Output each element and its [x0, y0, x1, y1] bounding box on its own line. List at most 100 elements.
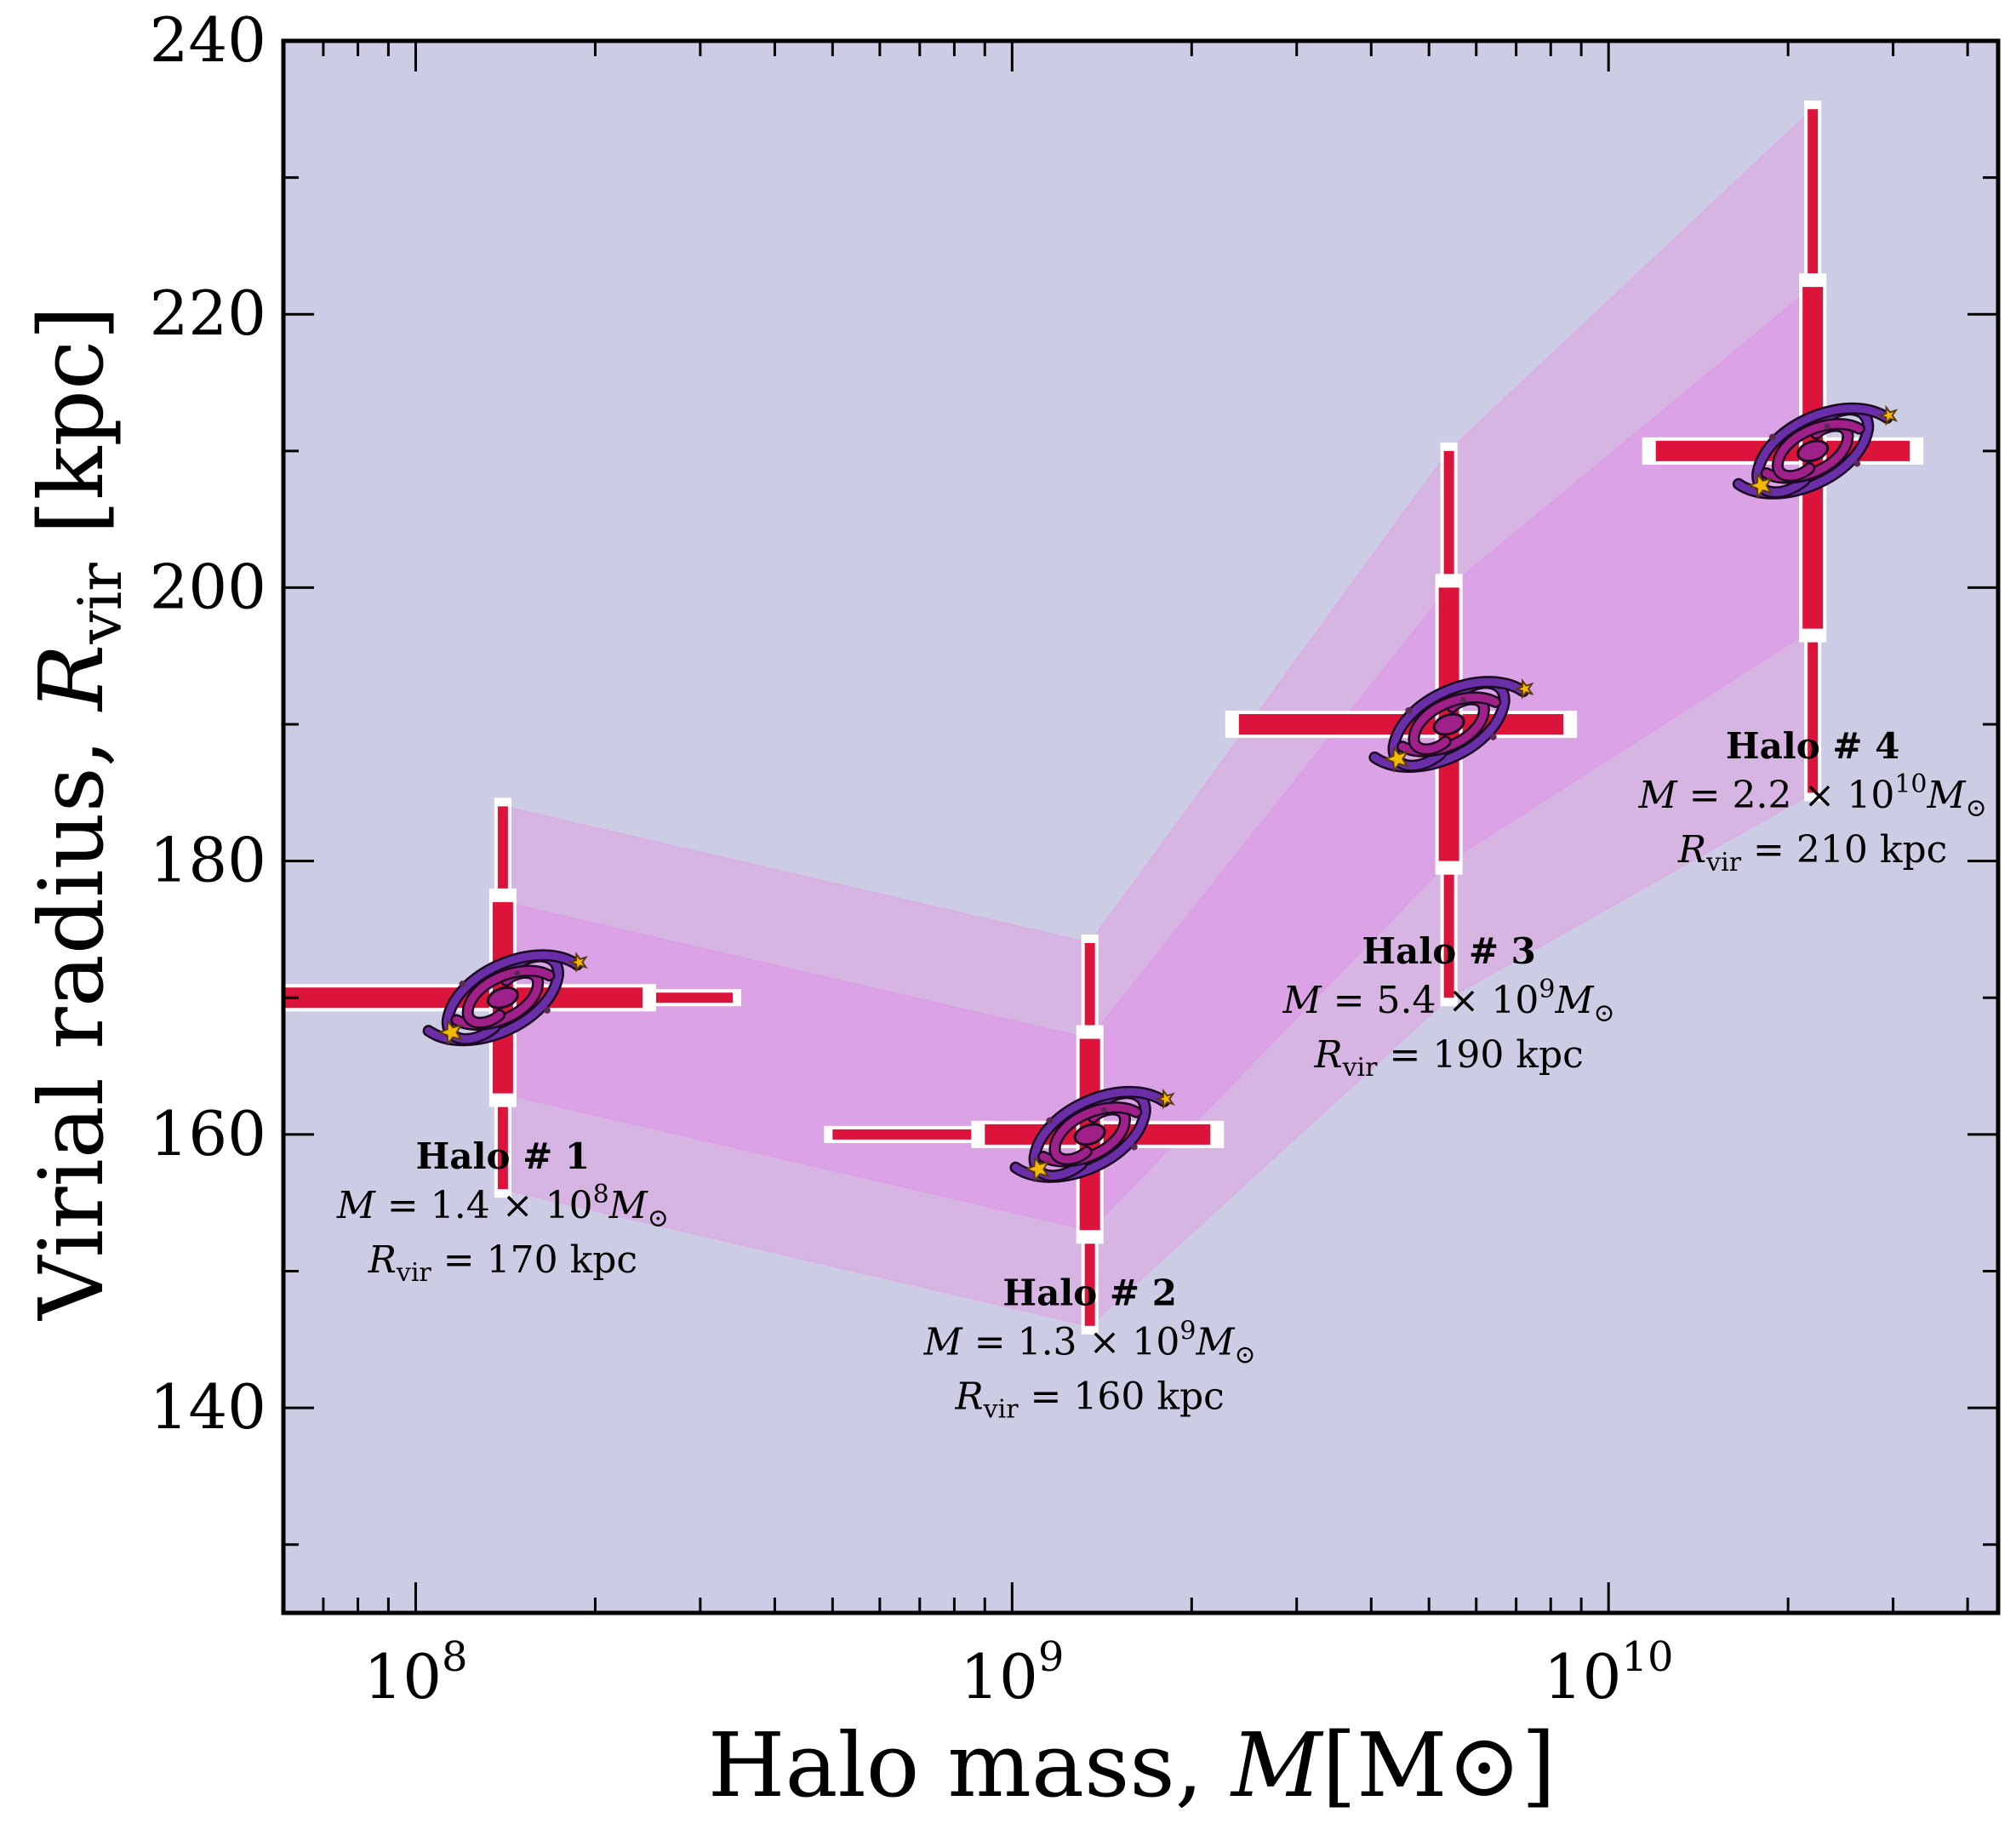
halo-annotation-3: Halo # 3M = 5.4 × 109M⊙Rvir = 190 kpc [1282, 930, 1615, 1083]
galaxy-arm [1050, 1103, 1140, 1163]
star-icon [1024, 1155, 1050, 1183]
rvir-value: = 170 kpc [431, 1238, 637, 1282]
halo-title: Halo # 1 [416, 1135, 591, 1177]
rvir-symbol: R [1313, 1033, 1342, 1077]
mass-symbol: M [1282, 979, 1322, 1022]
galaxy-dot [543, 1006, 551, 1014]
galaxy-core [486, 986, 519, 1009]
y-tick-label: 180 [150, 825, 266, 896]
halo-rvir-text: Rvir = 190 kpc [1313, 1033, 1583, 1083]
halo-point-3 [1225, 442, 1578, 1007]
rvir-value: = 210 kpc [1741, 828, 1947, 872]
galaxy-arm [1409, 693, 1499, 753]
x-tick-labels: 108 109 1010 [363, 1633, 1673, 1712]
galaxy-dot [1405, 706, 1413, 714]
halo-point-2 [824, 935, 1225, 1335]
halo-title: Halo # 3 [1362, 930, 1536, 972]
rvir-symbol: R [368, 1238, 397, 1282]
galaxy-dot [1460, 696, 1467, 703]
y-tick-label: 200 [150, 551, 266, 622]
halo-mass-text: M = 1.4 × 108M⊙ [336, 1180, 669, 1233]
galaxy-icon [422, 949, 588, 1047]
data-points [270, 100, 1924, 1335]
mass-exponent: 10 [1894, 769, 1927, 799]
star-icon [1155, 1088, 1175, 1110]
mass-symbol: M [1638, 774, 1678, 817]
galaxy-arm [1390, 678, 1528, 769]
star-icon [1877, 404, 1899, 426]
galaxy-dot [1046, 1117, 1054, 1124]
galaxy-arm [1031, 1088, 1168, 1180]
galaxy-dot [1101, 1106, 1108, 1113]
galaxy-dot [1130, 1143, 1138, 1151]
y-tick-label: 160 [150, 1098, 266, 1169]
mass-value: = 1.4 × 10 [375, 1184, 593, 1227]
halo-title: Halo # 4 [1726, 725, 1900, 767]
rvir-subscript: vir [396, 1258, 432, 1288]
mass-exponent: 8 [593, 1180, 609, 1209]
x-tick-exponent: 9 [1038, 1633, 1065, 1681]
halo-rvir-text: Rvir = 210 kpc [1677, 828, 1947, 878]
mass-symbol: M [923, 1321, 963, 1364]
halo-title: Halo # 2 [1002, 1272, 1177, 1314]
rvir-value: = 190 kpc [1378, 1033, 1584, 1077]
halo-annotation-1: Halo # 1M = 1.4 × 108M⊙Rvir = 170 kpc [336, 1135, 669, 1288]
y-tick-labels: 140 160 180 200 220 240 [150, 4, 266, 1443]
x-tick-base: 10 [363, 1641, 442, 1712]
galaxy-icon [1368, 676, 1534, 773]
galaxy-dot [459, 981, 466, 988]
rvir-subscript: vir [1342, 1053, 1379, 1083]
x-tick-label: 108 [363, 1633, 467, 1712]
mass-unit: M [1195, 1321, 1235, 1364]
star-icon [437, 1018, 464, 1046]
sun-symbol: ⊙ [1966, 793, 1987, 823]
x-tick-label: 109 [960, 1633, 1064, 1712]
halo-annotation-2: Halo # 2M = 1.3 × 109M⊙Rvir = 160 kpc [923, 1272, 1256, 1425]
rvir-symbol: R [955, 1375, 984, 1419]
y-tick-label: 220 [150, 277, 266, 349]
halo-rvir-text: Rvir = 170 kpc [368, 1238, 637, 1288]
halo-mass-text: M = 5.4 × 109M⊙ [1282, 975, 1615, 1028]
halo-rvir-text: Rvir = 160 kpc [955, 1375, 1225, 1425]
rvir-value: = 160 kpc [1019, 1375, 1225, 1419]
star-icon [1514, 678, 1534, 700]
galaxy-arm [464, 967, 553, 1027]
mass-exponent: 9 [1539, 975, 1555, 1004]
galaxy-dot [1768, 433, 1776, 441]
star-icon [568, 952, 588, 973]
plot-frame [281, 38, 2001, 1615]
mass-value: = 5.4 × 10 [1322, 979, 1539, 1022]
x-tick-exponent: 10 [1621, 1633, 1673, 1681]
galaxy-dot [514, 970, 521, 977]
sun-symbol: ⊙ [1594, 998, 1615, 1028]
star-icon [1383, 745, 1409, 773]
galaxy-dot [1824, 423, 1830, 430]
y-axis-label: Virial radius, Rvir [kpc] [20, 306, 135, 1322]
galaxy-core [1432, 712, 1465, 736]
halo-point-1 [270, 798, 741, 1198]
star-icon [1747, 472, 1773, 500]
galaxy-icon [1009, 1086, 1175, 1183]
halo-annotation-4: Halo # 4M = 2.2 × 1010M⊙Rvir = 210 kpc [1638, 725, 1987, 878]
halo-mass-text: M = 1.3 × 109M⊙ [923, 1317, 1256, 1370]
mass-symbol: M [336, 1184, 376, 1227]
y-tick-label: 240 [150, 4, 266, 76]
x-axis-label: Halo mass, M[M⊙] [708, 1713, 1556, 1817]
galaxy-dot [1853, 460, 1861, 467]
galaxy-arm [1753, 404, 1891, 496]
x-tick-exponent: 8 [442, 1633, 468, 1681]
mass-value: = 1.3 × 10 [962, 1321, 1180, 1364]
galaxy-arm [443, 951, 581, 1043]
mass-unit: M [1927, 774, 1967, 817]
galaxy-core [1073, 1123, 1106, 1146]
x-tick-label: 1010 [1544, 1633, 1674, 1712]
mass-unit: M [1554, 979, 1594, 1022]
galaxy-dot [1489, 733, 1497, 740]
halo-annotations: Halo # 1M = 1.4 × 108M⊙Rvir = 170 kpcHal… [336, 725, 1987, 1424]
galaxy-core [1796, 439, 1830, 463]
rvir-symbol: R [1677, 828, 1706, 872]
mass-value: = 2.2 × 10 [1677, 774, 1895, 817]
mass-exponent: 9 [1179, 1317, 1196, 1346]
x-tick-base: 10 [960, 1641, 1038, 1712]
